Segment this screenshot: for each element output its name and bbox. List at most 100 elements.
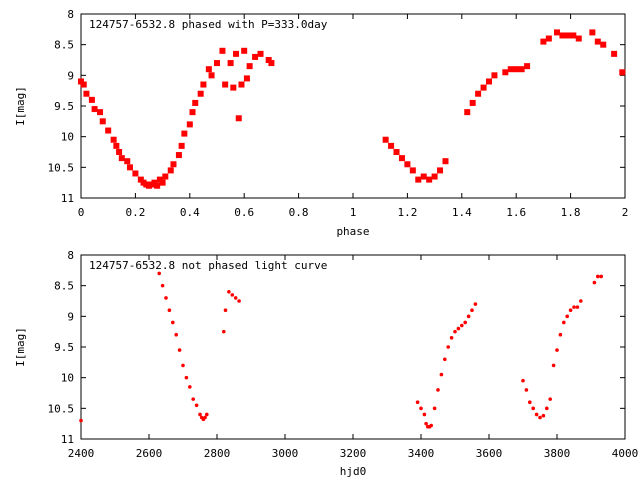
data-point xyxy=(105,127,112,134)
x-tick-label: 0 xyxy=(78,206,85,219)
data-point xyxy=(83,90,90,97)
data-point xyxy=(268,60,275,67)
data-point xyxy=(463,320,468,325)
x-tick-label: 3200 xyxy=(340,447,367,460)
x-tick-label: 1.4 xyxy=(452,206,472,219)
data-point xyxy=(194,403,199,408)
data-point xyxy=(252,53,259,60)
x-tick-label: 1 xyxy=(350,206,357,219)
data-point xyxy=(233,50,240,57)
data-point xyxy=(424,421,428,426)
data-point xyxy=(214,60,220,67)
data-point xyxy=(538,415,542,420)
y-tick-label: 9 xyxy=(67,310,74,323)
data-point xyxy=(78,78,84,85)
x-tick-label: 1.2 xyxy=(397,206,417,219)
data-point xyxy=(230,84,237,91)
data-point xyxy=(219,47,226,54)
y-tick-label: 10 xyxy=(61,372,74,385)
data-point xyxy=(600,41,607,48)
y-tick-label: 9.5 xyxy=(54,100,74,113)
data-point xyxy=(513,66,520,73)
data-point xyxy=(594,38,601,45)
data-point xyxy=(160,283,165,288)
data-point xyxy=(188,385,192,389)
data-point xyxy=(230,293,235,297)
data-point xyxy=(167,167,174,174)
data-point xyxy=(197,90,204,97)
x-tick-label: 3400 xyxy=(408,447,435,460)
data-point xyxy=(243,75,250,82)
x-tick-label: 2400 xyxy=(68,447,95,460)
data-point xyxy=(562,320,566,325)
data-point xyxy=(473,302,478,306)
data-point xyxy=(88,96,95,103)
data-point xyxy=(575,305,580,309)
y-tick-label: 9.5 xyxy=(54,341,74,354)
data-point xyxy=(540,38,547,45)
x-tick-label: 4000 xyxy=(612,447,639,460)
data-point xyxy=(227,290,231,294)
chart-title: 124757-6532.8 phased with P=333.0day xyxy=(89,18,328,31)
data-point xyxy=(507,66,514,73)
x-axis-label: hjd0 xyxy=(340,465,367,478)
data-point xyxy=(442,158,449,165)
data-point xyxy=(460,323,464,328)
data-point xyxy=(486,78,492,85)
y-axis-label: I[mag] xyxy=(14,86,27,126)
plot-frame xyxy=(80,254,626,440)
data-point xyxy=(167,308,172,313)
data-point xyxy=(456,326,461,331)
data-point xyxy=(429,423,434,428)
x-tick-label: 2800 xyxy=(204,447,231,460)
x-tick-label: 2600 xyxy=(136,447,163,460)
data-point xyxy=(91,106,98,113)
x-tick-label: 0.4 xyxy=(180,206,200,219)
data-point xyxy=(110,136,117,143)
data-point xyxy=(162,173,169,180)
data-point xyxy=(393,149,400,155)
data-point xyxy=(132,170,139,177)
data-point xyxy=(545,35,552,42)
x-tick-label: 3000 xyxy=(272,447,299,460)
data-point xyxy=(241,47,248,54)
data-point xyxy=(99,118,106,125)
data-point xyxy=(159,179,166,186)
data-point xyxy=(404,161,411,168)
data-point xyxy=(171,320,175,325)
data-point xyxy=(524,388,529,392)
data-point xyxy=(238,81,245,88)
data-point xyxy=(174,332,178,337)
data-point xyxy=(518,66,525,73)
data-point xyxy=(151,179,158,186)
data-point xyxy=(415,176,422,183)
data-point xyxy=(154,182,161,189)
data-point xyxy=(97,109,104,116)
x-tick-label: 0.6 xyxy=(234,206,254,219)
x-tick-label: 2 xyxy=(622,206,629,219)
data-point xyxy=(181,363,185,368)
data-point xyxy=(246,63,253,70)
data-point xyxy=(222,81,229,88)
data-point xyxy=(545,406,549,411)
data-point xyxy=(189,109,196,116)
data-point xyxy=(446,345,451,349)
data-points xyxy=(79,271,603,429)
data-point xyxy=(426,176,433,183)
data-point xyxy=(579,299,583,303)
data-point xyxy=(398,155,405,162)
data-point xyxy=(79,418,83,423)
data-point xyxy=(203,415,207,420)
data-point xyxy=(475,90,482,97)
data-point xyxy=(619,69,626,76)
data-point xyxy=(449,336,454,340)
data-point xyxy=(419,406,423,411)
x-tick-label: 3800 xyxy=(544,447,571,460)
data-point xyxy=(415,400,420,405)
data-point xyxy=(420,173,427,180)
data-point xyxy=(178,142,185,149)
data-point xyxy=(431,173,438,180)
data-point xyxy=(480,84,487,91)
data-point xyxy=(502,69,509,76)
y-tick-label: 11 xyxy=(61,192,74,205)
